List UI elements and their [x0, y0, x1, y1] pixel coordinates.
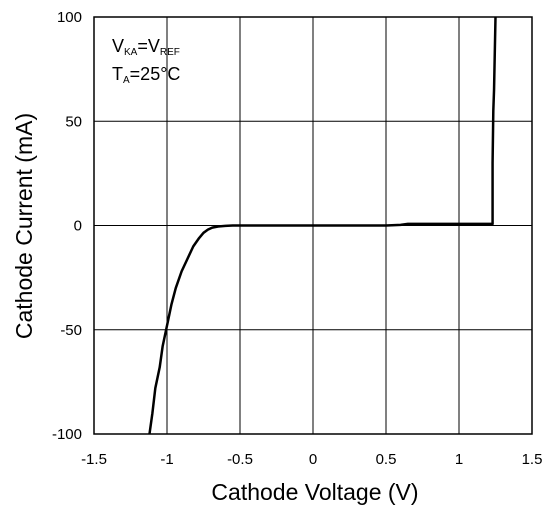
x-tick-label: 0.5 — [376, 451, 397, 468]
x-tick-label: 1.5 — [522, 451, 543, 468]
y-tick-label: 100 — [57, 9, 82, 26]
x-tick-label: -1.5 — [81, 451, 107, 468]
x-tick-label: -1 — [160, 451, 173, 468]
y-tick-label: -50 — [60, 322, 82, 339]
x-tick-label: 0 — [309, 451, 317, 468]
annotation-condition-ta: TA=25°C — [112, 64, 180, 86]
y-tick-label: -100 — [52, 426, 82, 443]
x-axis-title: Cathode Voltage (V) — [211, 479, 418, 505]
y-tick-label: 50 — [65, 113, 82, 130]
x-tick-label: 1 — [455, 451, 463, 468]
y-tick-label: 0 — [74, 218, 82, 235]
y-axis-title: Cathode Current (mA) — [11, 113, 37, 339]
x-tick-label: -0.5 — [227, 451, 253, 468]
